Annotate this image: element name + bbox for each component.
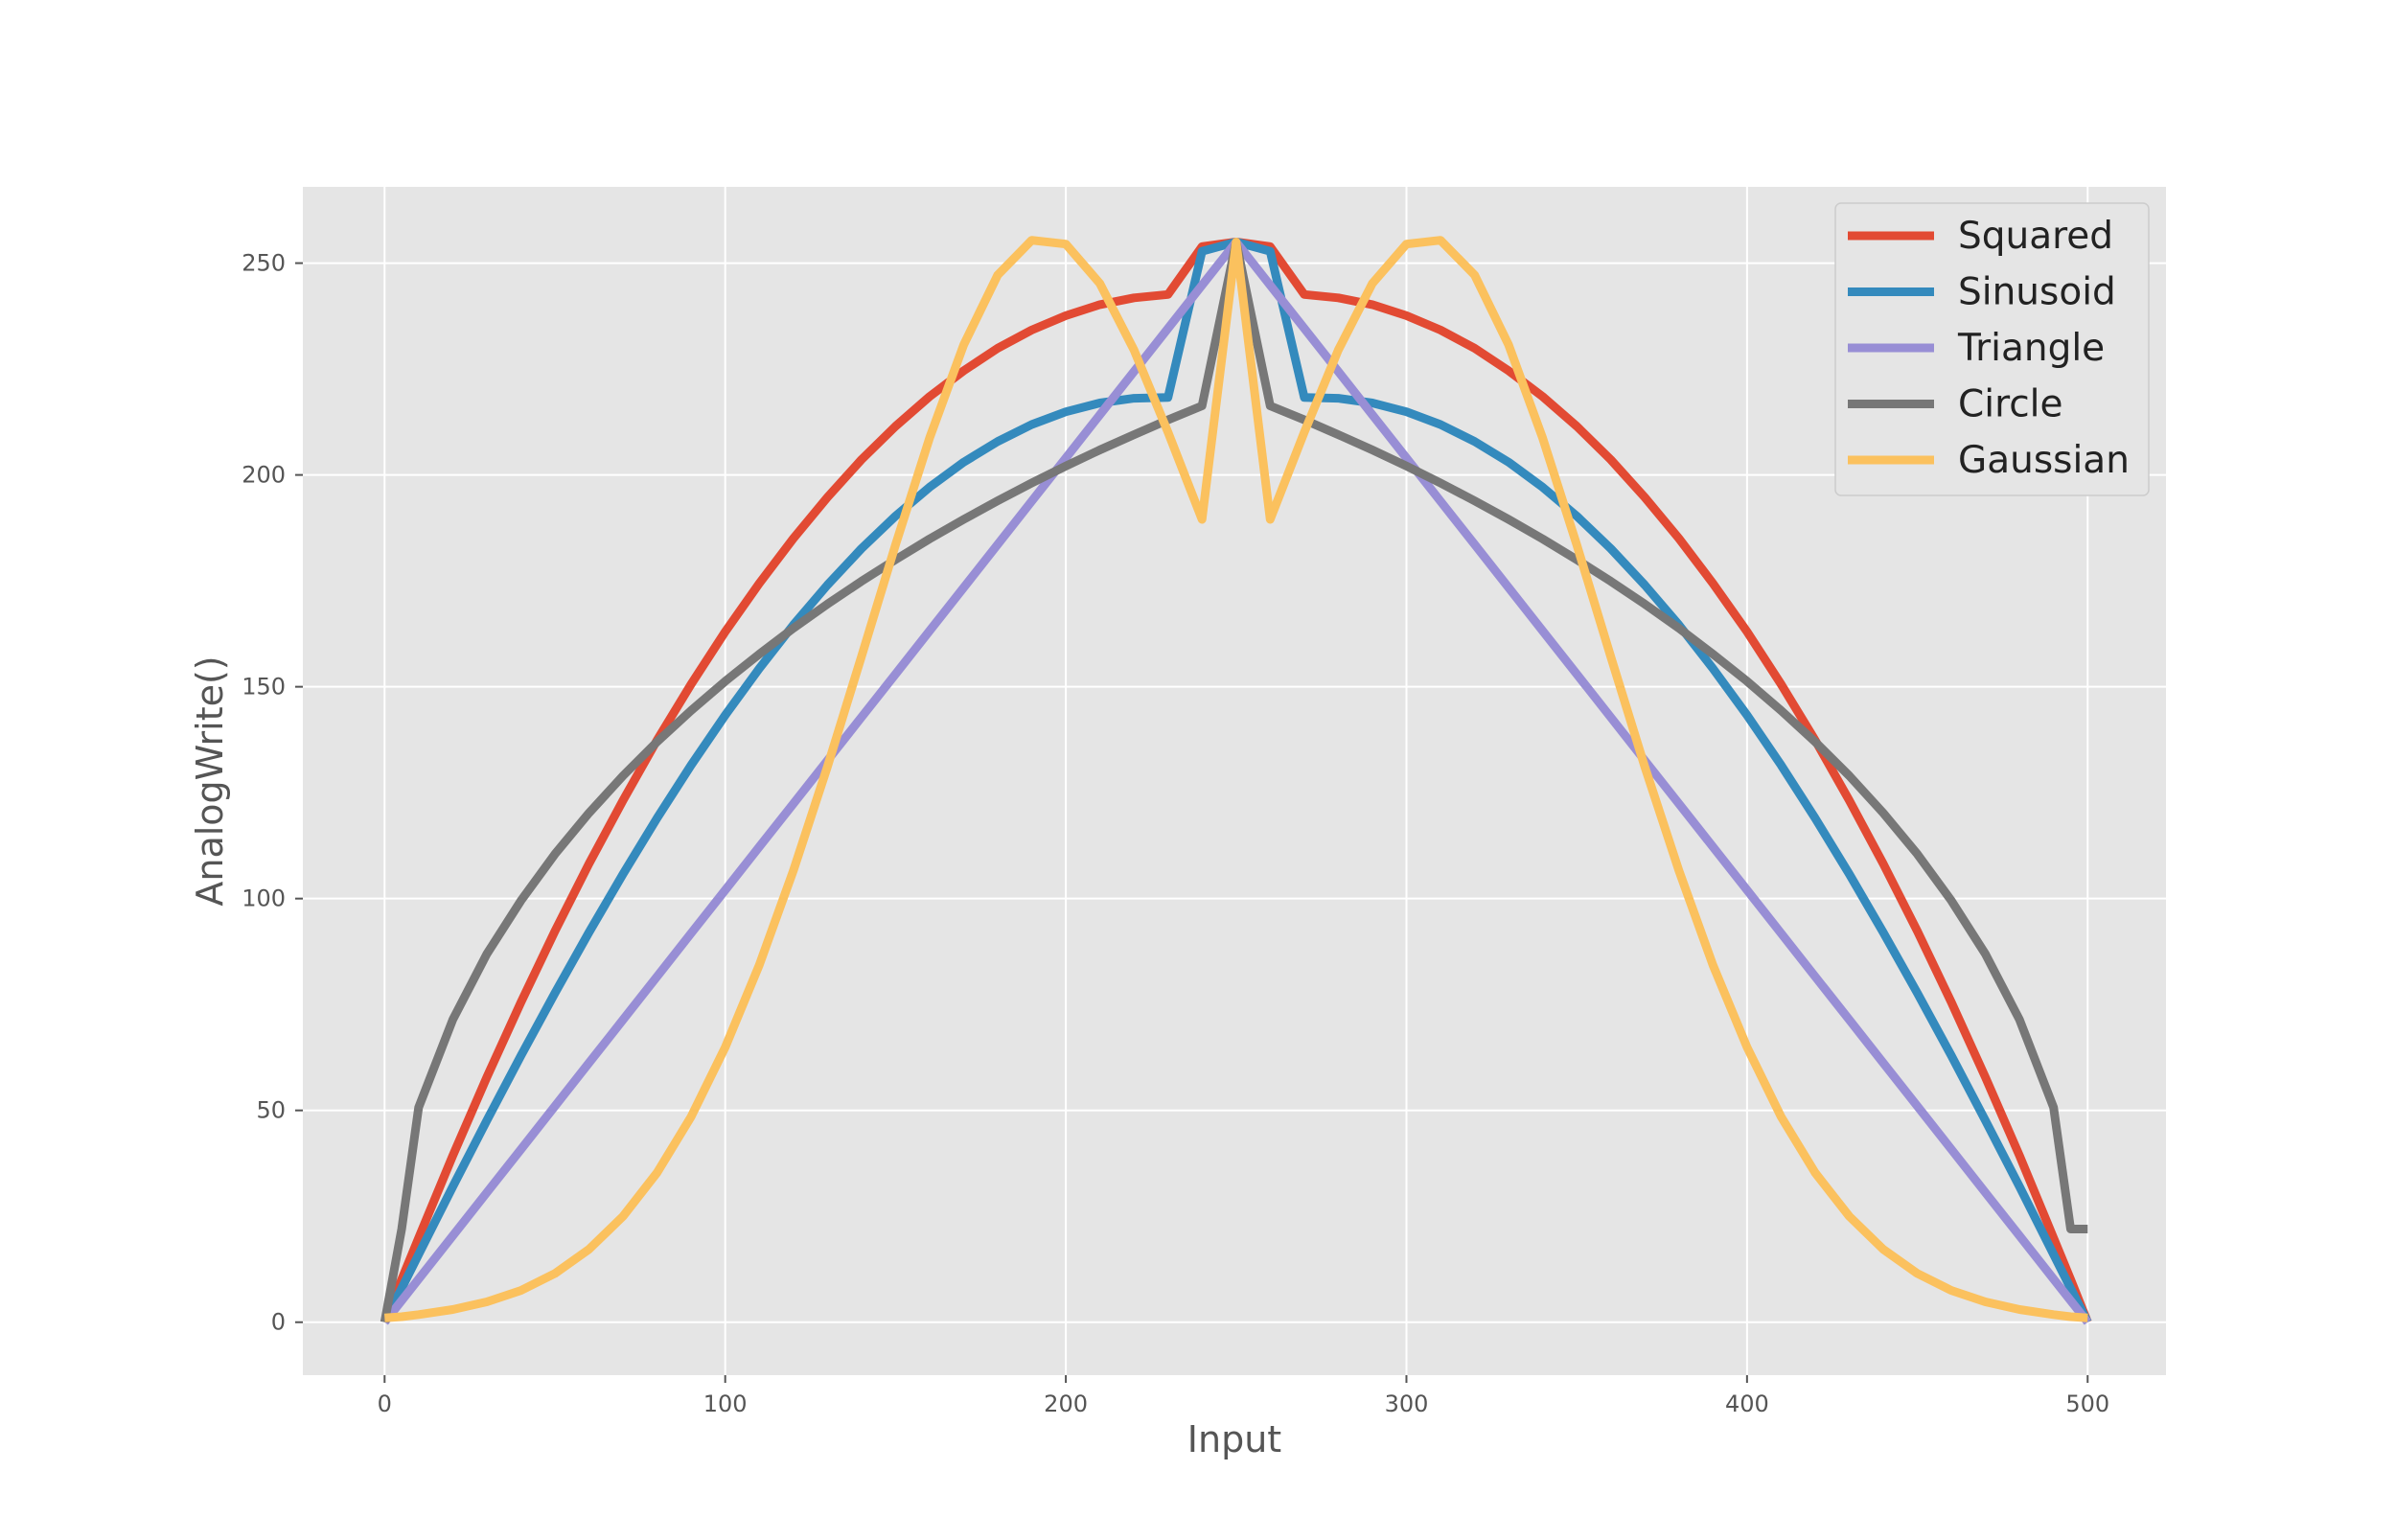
x-tick-label: 400 [1725, 1391, 1769, 1417]
legend-box [1834, 202, 2150, 496]
y-axis-label: AnalogWrite() [189, 655, 231, 906]
legend-label-squared: Squared [1958, 215, 2113, 258]
axis-ticks: 0 100 200 300 400 500 0 50 100 150 200 250 [242, 250, 2109, 1417]
y-tick-label: 50 [256, 1097, 286, 1124]
x-axis-label: Input [1187, 1418, 1281, 1460]
series-line-gaussian [383, 236, 2088, 1322]
x-tick-label: 200 [1044, 1391, 1088, 1417]
y-tick-label: 100 [242, 885, 286, 912]
y-tick-label: 250 [242, 250, 286, 277]
legend-label-circle: Circle [1958, 383, 2063, 426]
x-tick-label: 300 [1385, 1391, 1429, 1417]
y-tick-label: 150 [242, 674, 286, 701]
y-tick-label: 0 [271, 1309, 286, 1336]
legend: Squared Sinusoid Triangle Circle Gaussian [1834, 202, 2150, 496]
series-lines [380, 236, 2092, 1325]
x-tick-label: 500 [2065, 1391, 2109, 1417]
x-tick-label: 100 [703, 1391, 748, 1417]
x-tick-label: 0 [378, 1391, 392, 1417]
legend-label-gaussian: Gaussian [1958, 439, 2130, 482]
y-tick-label: 200 [242, 462, 286, 489]
legend-label-sinusoid: Sinusoid [1958, 271, 2116, 314]
legend-label-triangle: Triangle [1957, 327, 2105, 370]
